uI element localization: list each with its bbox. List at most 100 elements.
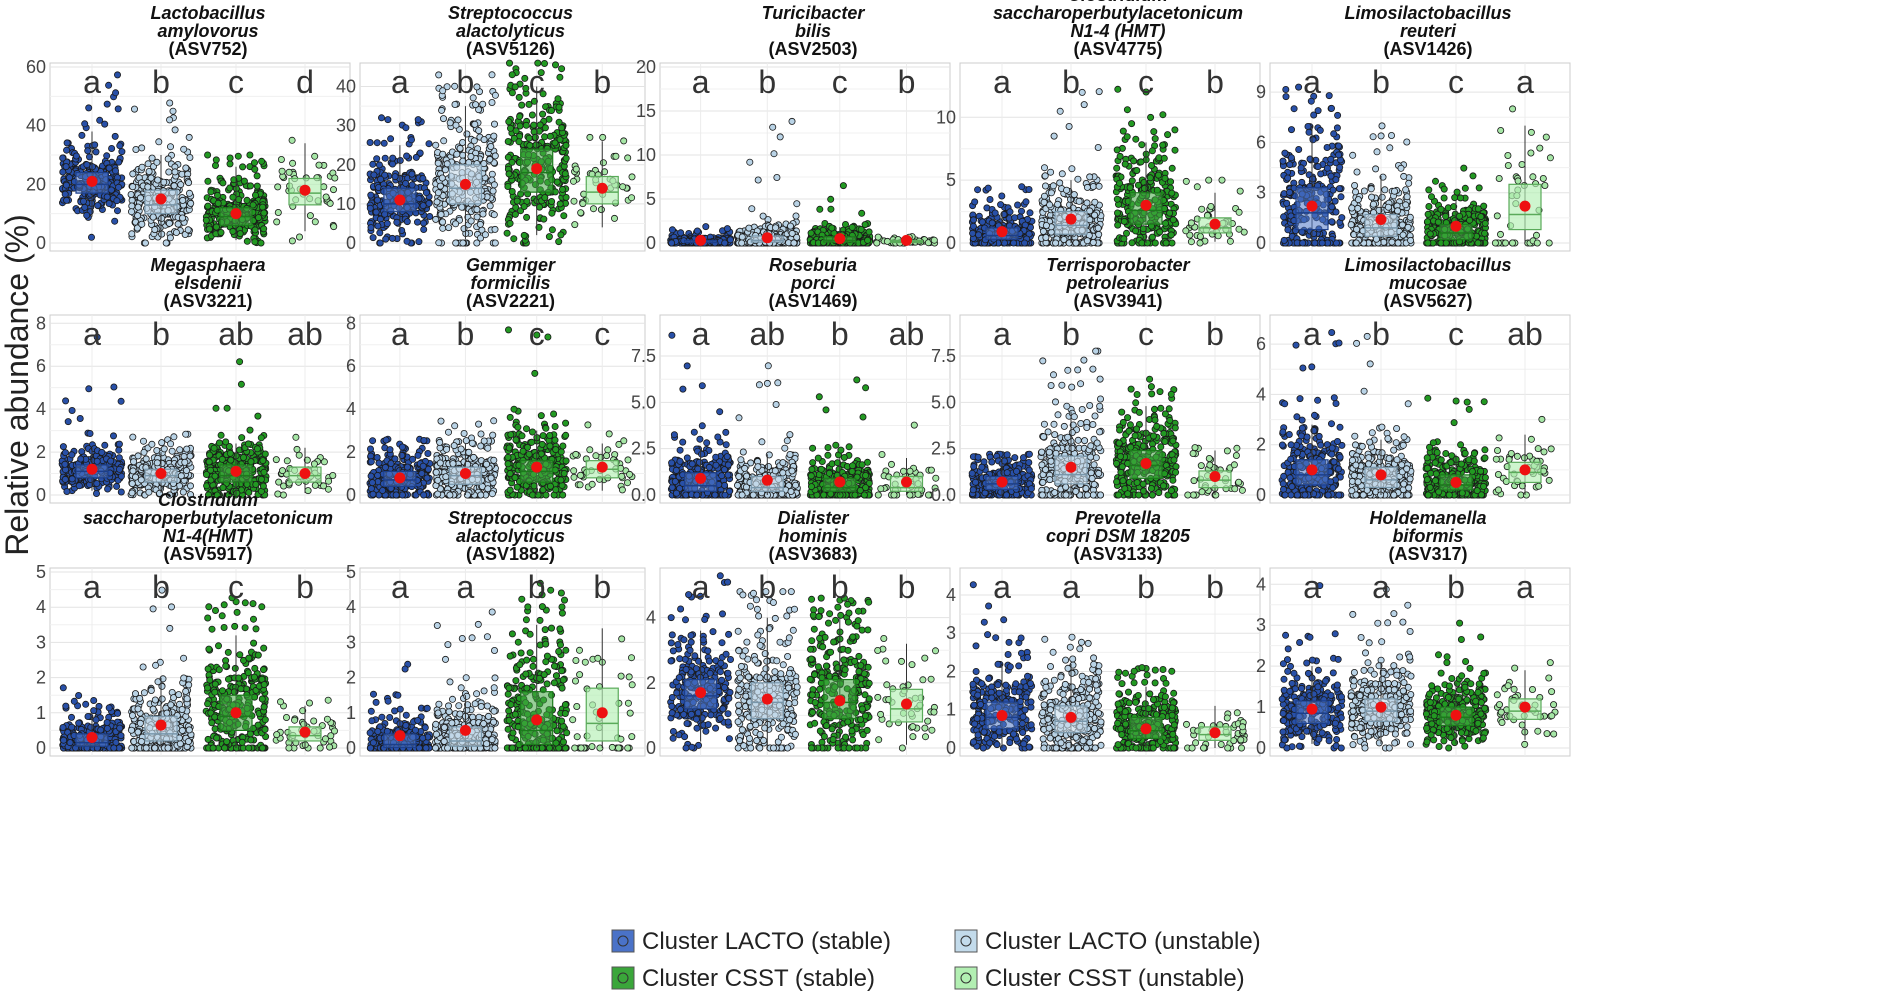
data-point	[101, 441, 109, 449]
data-point	[329, 186, 337, 194]
data-point	[1166, 209, 1174, 217]
data-point	[1226, 237, 1234, 245]
data-point	[83, 161, 91, 169]
data-point	[1056, 179, 1064, 187]
data-point	[132, 145, 140, 153]
data-point	[1333, 124, 1341, 132]
data-point	[1156, 228, 1164, 236]
data-point	[1123, 133, 1131, 141]
data-point	[234, 152, 242, 160]
data-point	[1328, 203, 1336, 211]
data-point	[1335, 185, 1343, 193]
data-point	[991, 209, 999, 217]
data-point	[1527, 128, 1535, 136]
data-point	[127, 208, 135, 216]
data-point	[475, 127, 483, 135]
mean-marker	[996, 226, 1008, 238]
data-point	[84, 147, 92, 155]
data-point	[506, 219, 514, 227]
panel-asv4775: ClostridiumsaccharoperbutylacetonicumN1-…	[936, 0, 1261, 253]
data-point	[1065, 123, 1073, 131]
data-point	[451, 101, 459, 109]
data-point	[452, 220, 460, 228]
data-point	[115, 446, 123, 454]
y-tick-label: 5	[946, 170, 956, 190]
significance-letter: c	[228, 64, 244, 100]
data-point	[214, 199, 222, 207]
data-point	[1182, 177, 1190, 185]
data-point	[528, 111, 536, 119]
data-point	[251, 238, 259, 246]
mean-marker	[230, 208, 242, 220]
data-point	[408, 170, 416, 178]
data-point	[219, 179, 227, 187]
data-point	[1193, 183, 1201, 191]
data-point	[285, 168, 293, 176]
data-point	[174, 220, 182, 228]
data-point	[320, 183, 328, 191]
data-point	[978, 218, 986, 226]
data-point	[599, 133, 607, 141]
data-point	[1280, 213, 1288, 221]
data-point	[556, 200, 564, 208]
data-point	[226, 154, 234, 162]
data-point	[1283, 199, 1291, 207]
data-point	[434, 189, 442, 197]
panel-species-label: Limosilactobacillus	[1344, 3, 1511, 23]
data-point	[1126, 184, 1134, 192]
data-point	[628, 194, 636, 202]
data-point	[1047, 168, 1055, 176]
data-point	[1327, 172, 1335, 180]
data-point	[419, 174, 427, 182]
data-point	[86, 429, 94, 437]
data-point	[1461, 184, 1469, 192]
data-point	[158, 230, 166, 238]
data-point	[274, 208, 282, 216]
data-point	[1352, 239, 1360, 247]
data-point	[554, 95, 562, 103]
data-point	[260, 209, 268, 217]
data-point	[1114, 209, 1122, 217]
data-point	[61, 460, 69, 468]
data-point	[504, 182, 512, 190]
data-point	[61, 190, 69, 198]
data-point	[439, 87, 447, 95]
data-point	[473, 83, 481, 91]
significance-letter: a	[83, 64, 101, 100]
data-point	[1354, 196, 1362, 204]
data-point	[1182, 227, 1190, 235]
data-point	[1509, 239, 1517, 247]
data-point	[460, 225, 468, 233]
data-point	[253, 182, 261, 190]
data-point	[115, 158, 123, 166]
data-point	[998, 192, 1006, 200]
data-point	[1404, 223, 1412, 231]
data-point	[518, 101, 526, 109]
data-point	[85, 104, 93, 112]
data-point	[377, 175, 385, 183]
data-point	[1329, 186, 1337, 194]
data-point	[986, 195, 994, 203]
data-point	[1018, 183, 1026, 191]
data-point	[459, 239, 467, 247]
data-point	[1539, 174, 1547, 182]
data-point	[1406, 213, 1414, 221]
data-point	[1281, 149, 1289, 157]
data-point	[412, 153, 420, 161]
data-point	[1171, 126, 1179, 134]
data-point	[562, 141, 570, 149]
data-point	[251, 191, 259, 199]
data-point	[453, 150, 461, 158]
data-point	[130, 105, 138, 113]
significance-letter: d	[296, 64, 314, 100]
data-point	[1168, 164, 1176, 172]
data-point	[311, 152, 319, 160]
data-point	[1330, 130, 1338, 138]
data-point	[134, 212, 142, 220]
data-point	[162, 239, 170, 247]
data-point	[476, 220, 484, 228]
data-point	[179, 196, 187, 204]
mean-marker	[1519, 200, 1531, 212]
data-point	[1282, 86, 1290, 94]
